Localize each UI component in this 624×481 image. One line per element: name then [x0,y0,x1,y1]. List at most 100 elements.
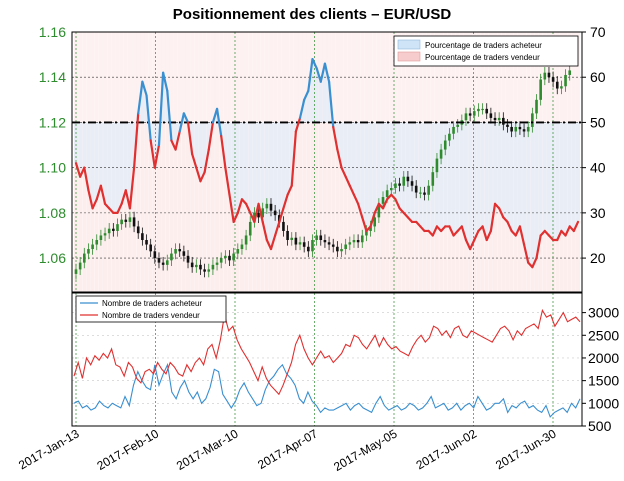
shade-bar [136,32,141,123]
shade-bar [194,122,199,292]
shade-bar-buyer [517,122,522,227]
pct-segment [498,207,505,219]
shade-bar-buyer [327,81,332,123]
shade-bar-buyer [86,122,91,191]
shade-bar [281,32,286,123]
pct-segment [294,116,302,133]
candle-body [302,242,306,247]
candle-body [141,233,144,240]
candle-body [257,212,260,218]
shade-bar-buyer [571,122,576,231]
candle-body [91,244,94,250]
pct-segment [481,225,488,242]
shade-bar-buyer [231,122,236,222]
shade-bar [156,32,161,123]
pct-segment [460,225,468,242]
shade-bar-buyer [198,122,203,182]
candle-body [402,176,406,186]
candle-body [124,219,128,222]
candle-body [543,72,547,80]
shade-bar [293,32,298,123]
shade-bar [177,122,182,292]
shade-bar [78,122,83,292]
shade-bar-buyer [455,122,460,231]
pct-segment [373,202,380,214]
pct-segment [286,184,293,196]
shade-bar-buyer [335,122,340,150]
candle-body [539,79,542,100]
pct-segment [99,184,107,205]
pct-segment [485,229,492,242]
shade-bar [252,32,257,123]
shade-bar [484,32,489,123]
pct-segment [178,112,185,133]
pct-segment [220,134,227,169]
shade-bar-buyer [318,81,323,123]
pct-segment [269,234,277,251]
left-tick-label: 1.08 [39,205,66,221]
candle-body [394,183,397,188]
pct-segment [215,107,223,138]
shade-bar-buyer [484,122,489,240]
shade-bar-buyer [526,122,531,263]
shade-bar-buyer [376,122,381,204]
pct-segment [224,166,231,196]
shade-bar-buyer [144,95,149,123]
pct-segment [473,229,480,242]
candle-body [294,237,298,245]
shade-bar [264,32,269,123]
shade-bar-buyer [103,122,108,204]
candle-body [120,219,123,225]
shade-bar-buyer [256,122,261,204]
right-tick-label: 50 [590,114,606,130]
shade-bar-buyer [306,90,311,123]
candle-body [282,221,285,231]
shade-bar-buyer [132,122,137,168]
legend-label-seller: Pourcentage de traders vendeur [425,53,540,62]
shade-bar-buyer [559,122,564,231]
shade-bar [103,122,108,292]
pct-segment [357,202,364,219]
shade-bar-buyer [372,122,377,213]
shade-bar [260,32,265,123]
left-axis-ticks: 1.16 1.14 1.12 1.10 1.08 1.06 [39,24,66,266]
shade-bar-buyer [351,122,356,195]
shade-bar [488,32,493,123]
candle-body [228,255,231,261]
candle-body [269,203,273,211]
upper-legend-box [393,35,579,67]
shade-bar-buyer [119,122,124,204]
shade-bar-buyer [493,122,498,204]
shade-bar-buyer [152,122,157,168]
shade-bar-buyer [268,122,273,250]
pct-segment [232,211,239,224]
shade-bar-buyer [202,122,207,173]
pct-segment [195,166,202,183]
upper-panel-frame [71,31,583,293]
pct-segment [91,198,98,210]
shade-bar [368,32,373,123]
candle-body [373,217,377,227]
pct-segment [489,202,497,233]
candle-body [423,192,426,195]
lower-panel-frame [71,292,583,427]
pct-segment [394,198,401,210]
shade-bar-buyer [538,122,543,236]
candle-body [319,235,323,240]
candle-body [87,249,90,254]
shade-bar [82,122,87,292]
candle-body [489,113,493,118]
pct-segment [141,80,148,97]
candle-body [161,262,165,265]
shade-bar [493,32,498,123]
pct-segment [265,238,273,251]
shade-bar-buyer [472,122,477,240]
shade-bar-buyer [302,99,307,123]
candle-body [348,242,352,245]
shade-bar-buyer [385,122,390,200]
shade-bar [239,122,244,292]
candle-body [286,230,289,240]
right-tick-label-lower: 2500 [588,327,619,343]
candle-body [526,126,530,132]
candle-body [149,244,152,252]
